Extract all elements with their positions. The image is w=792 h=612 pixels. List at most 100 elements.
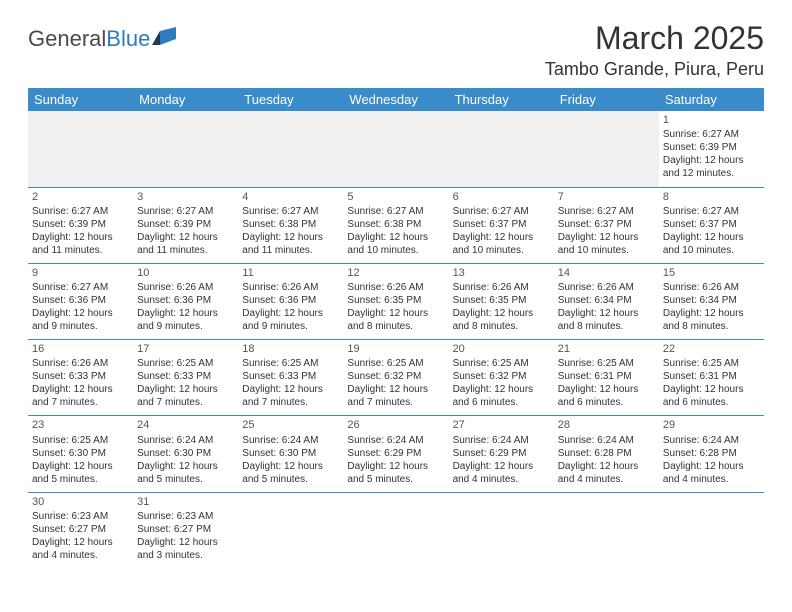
- day-number: 14: [558, 266, 655, 280]
- day-number: 27: [453, 418, 550, 432]
- daylight-line: Daylight: 12 hours and 10 minutes.: [453, 232, 534, 256]
- logo: GeneralBlue: [28, 26, 178, 52]
- day-number: 7: [558, 190, 655, 204]
- sunrise-line: Sunrise: 6:27 AM: [137, 206, 213, 217]
- calendar-cell: 11 Sunrise: 6:26 AM Sunset: 6:36 PM Dayligh…: [238, 263, 343, 339]
- month-title: March 2025: [545, 20, 764, 57]
- sunrise-line: Sunrise: 6:24 AM: [137, 435, 213, 446]
- calendar-cell: 28Sunrise: 6:24 AMSunset: 6:28 PMDayligh…: [554, 416, 659, 492]
- sunrise-line: Sunrise: 6:25 AM: [453, 358, 529, 369]
- sunrise-line: Sunrise: 6:26 AM: [137, 282, 213, 293]
- calendar-cell: 13Sunrise: 6:26 AMSunset: 6:35 PMDayligh…: [449, 263, 554, 339]
- day-number: 5: [347, 190, 444, 204]
- sunrise-line: Sunrise: 6:24 AM: [453, 435, 529, 446]
- header: GeneralBlue March 2025 Tambo Grande, Piu…: [28, 20, 764, 80]
- logo-text-blue: Blue: [106, 26, 150, 52]
- day-number: 22: [663, 342, 760, 356]
- day-number: 13: [453, 266, 550, 280]
- day-number: 11: [242, 266, 339, 280]
- sunset-line: Sunset: 6:33 PM: [137, 371, 211, 382]
- sunset-line: Sunset: 6:28 PM: [663, 448, 737, 459]
- daylight-line: Daylight: 12 hours and 8 minutes.: [347, 308, 428, 332]
- calendar-cell: 3 Sunrise: 6:27 AM Sunset: 6:39 PM Daylight…: [133, 187, 238, 263]
- sunset-line: Sunset: 6:36 PM: [242, 295, 316, 306]
- day-number: 29: [663, 418, 760, 432]
- day-number: 24: [137, 418, 234, 432]
- daylight-line: Daylight: 12 hours and 7 minutes.: [347, 384, 428, 408]
- daylight-line: Daylight: 12 hours and 10 minutes.: [558, 232, 639, 256]
- sunrise-line: Sunrise: 6:24 AM: [347, 435, 423, 446]
- day-number: 23: [32, 418, 129, 432]
- daylight-line: Daylight: 12 hours and 7 minutes.: [32, 384, 113, 408]
- sunrise-line: Sunrise: 6:25 AM: [663, 358, 739, 369]
- calendar-cell: 27Sunrise: 6:24 AMSunset: 6:29 PMDayligh…: [449, 416, 554, 492]
- sunset-line: Sunset: 6:39 PM: [137, 219, 211, 230]
- col-tuesday: Tuesday: [238, 88, 343, 111]
- calendar-row: 30Sunrise: 6:23 AMSunset: 6:27 PMDayligh…: [28, 492, 764, 568]
- daylight-line: Daylight: 12 hours and 7 minutes.: [137, 384, 218, 408]
- sunrise-line: Sunrise: 6:27 AM: [663, 129, 739, 140]
- sunrise-line: Sunrise: 6:25 AM: [347, 358, 423, 369]
- sunset-line: Sunset: 6:30 PM: [137, 448, 211, 459]
- sunrise-line: Sunrise: 6:27 AM: [558, 206, 634, 217]
- calendar-row: 23Sunrise: 6:25 AMSunset: 6:30 PMDayligh…: [28, 416, 764, 492]
- sunset-line: Sunset: 6:34 PM: [558, 295, 632, 306]
- sunset-line: Sunset: 6:33 PM: [32, 371, 106, 382]
- calendar-row: 1 Sunrise: 6:27 AM Sunset: 6:39 PM Daylight…: [28, 111, 764, 187]
- day-number: 6: [453, 190, 550, 204]
- daylight-line: Daylight: 12 hours and 6 minutes.: [453, 384, 534, 408]
- sunrise-line: Sunrise: 6:26 AM: [242, 282, 318, 293]
- daylight-line: Daylight: 12 hours and 4 minutes.: [32, 537, 113, 561]
- sunrise-line: Sunrise: 6:27 AM: [453, 206, 529, 217]
- sunset-line: Sunset: 6:30 PM: [32, 448, 106, 459]
- sunset-line: Sunset: 6:37 PM: [663, 219, 737, 230]
- day-number: 1: [663, 113, 760, 127]
- day-number: 3: [137, 190, 234, 204]
- day-number: 31: [137, 495, 234, 509]
- daylight-line: Daylight: 12 hours and 6 minutes.: [558, 384, 639, 408]
- calendar-cell: [238, 492, 343, 568]
- sunrise-line: Sunrise: 6:26 AM: [558, 282, 634, 293]
- day-number: 9: [32, 266, 129, 280]
- sunrise-line: Sunrise: 6:24 AM: [663, 435, 739, 446]
- sunset-line: Sunset: 6:33 PM: [242, 371, 316, 382]
- daylight-line: Daylight: 12 hours and 9 minutes.: [242, 308, 323, 332]
- day-number: 2: [32, 190, 129, 204]
- calendar-cell: [554, 492, 659, 568]
- daylight-line: Daylight: 12 hours and 10 minutes.: [663, 232, 744, 256]
- calendar-cell: 29Sunrise: 6:24 AMSunset: 6:28 PMDayligh…: [659, 416, 764, 492]
- calendar-cell: 25Sunrise: 6:24 AMSunset: 6:30 PMDayligh…: [238, 416, 343, 492]
- location: Tambo Grande, Piura, Peru: [545, 59, 764, 80]
- sunset-line: Sunset: 6:38 PM: [242, 219, 316, 230]
- sunrise-line: Sunrise: 6:26 AM: [663, 282, 739, 293]
- calendar-cell: 23Sunrise: 6:25 AMSunset: 6:30 PMDayligh…: [28, 416, 133, 492]
- daylight-line: Daylight: 12 hours and 11 minutes.: [137, 232, 218, 256]
- day-number: 15: [663, 266, 760, 280]
- daylight-line: Daylight: 12 hours and 8 minutes.: [663, 308, 744, 332]
- daylight-line: Daylight: 12 hours and 12 minutes.: [663, 155, 744, 179]
- sunrise-line: Sunrise: 6:26 AM: [453, 282, 529, 293]
- calendar-cell: 26Sunrise: 6:24 AMSunset: 6:29 PMDayligh…: [343, 416, 448, 492]
- calendar-cell: [28, 111, 133, 187]
- calendar-cell: [133, 111, 238, 187]
- calendar-row: 16Sunrise: 6:26 AMSunset: 6:33 PMDayligh…: [28, 340, 764, 416]
- sunset-line: Sunset: 6:35 PM: [453, 295, 527, 306]
- calendar-table: Sunday Monday Tuesday Wednesday Thursday…: [28, 88, 764, 568]
- sunset-line: Sunset: 6:35 PM: [347, 295, 421, 306]
- sunset-line: Sunset: 6:29 PM: [347, 448, 421, 459]
- calendar-cell: [659, 492, 764, 568]
- calendar-cell: 1 Sunrise: 6:27 AM Sunset: 6:39 PM Daylight…: [659, 111, 764, 187]
- daylight-line: Daylight: 12 hours and 5 minutes.: [242, 461, 323, 485]
- sunset-line: Sunset: 6:27 PM: [137, 524, 211, 535]
- calendar-cell: 7Sunrise: 6:27 AMSunset: 6:37 PMDaylight…: [554, 187, 659, 263]
- calendar-cell: 31Sunrise: 6:23 AMSunset: 6:27 PMDayligh…: [133, 492, 238, 568]
- day-number: 20: [453, 342, 550, 356]
- day-number: 28: [558, 418, 655, 432]
- calendar-cell: [554, 111, 659, 187]
- sunset-line: Sunset: 6:39 PM: [663, 142, 737, 153]
- calendar-cell: 22Sunrise: 6:25 AMSunset: 6:31 PMDayligh…: [659, 340, 764, 416]
- day-header-row: Sunday Monday Tuesday Wednesday Thursday…: [28, 88, 764, 111]
- calendar-cell: 2Sunrise: 6:27 AMSunset: 6:39 PMDaylight…: [28, 187, 133, 263]
- daylight-line: Daylight: 12 hours and 9 minutes.: [137, 308, 218, 332]
- day-number: 8: [663, 190, 760, 204]
